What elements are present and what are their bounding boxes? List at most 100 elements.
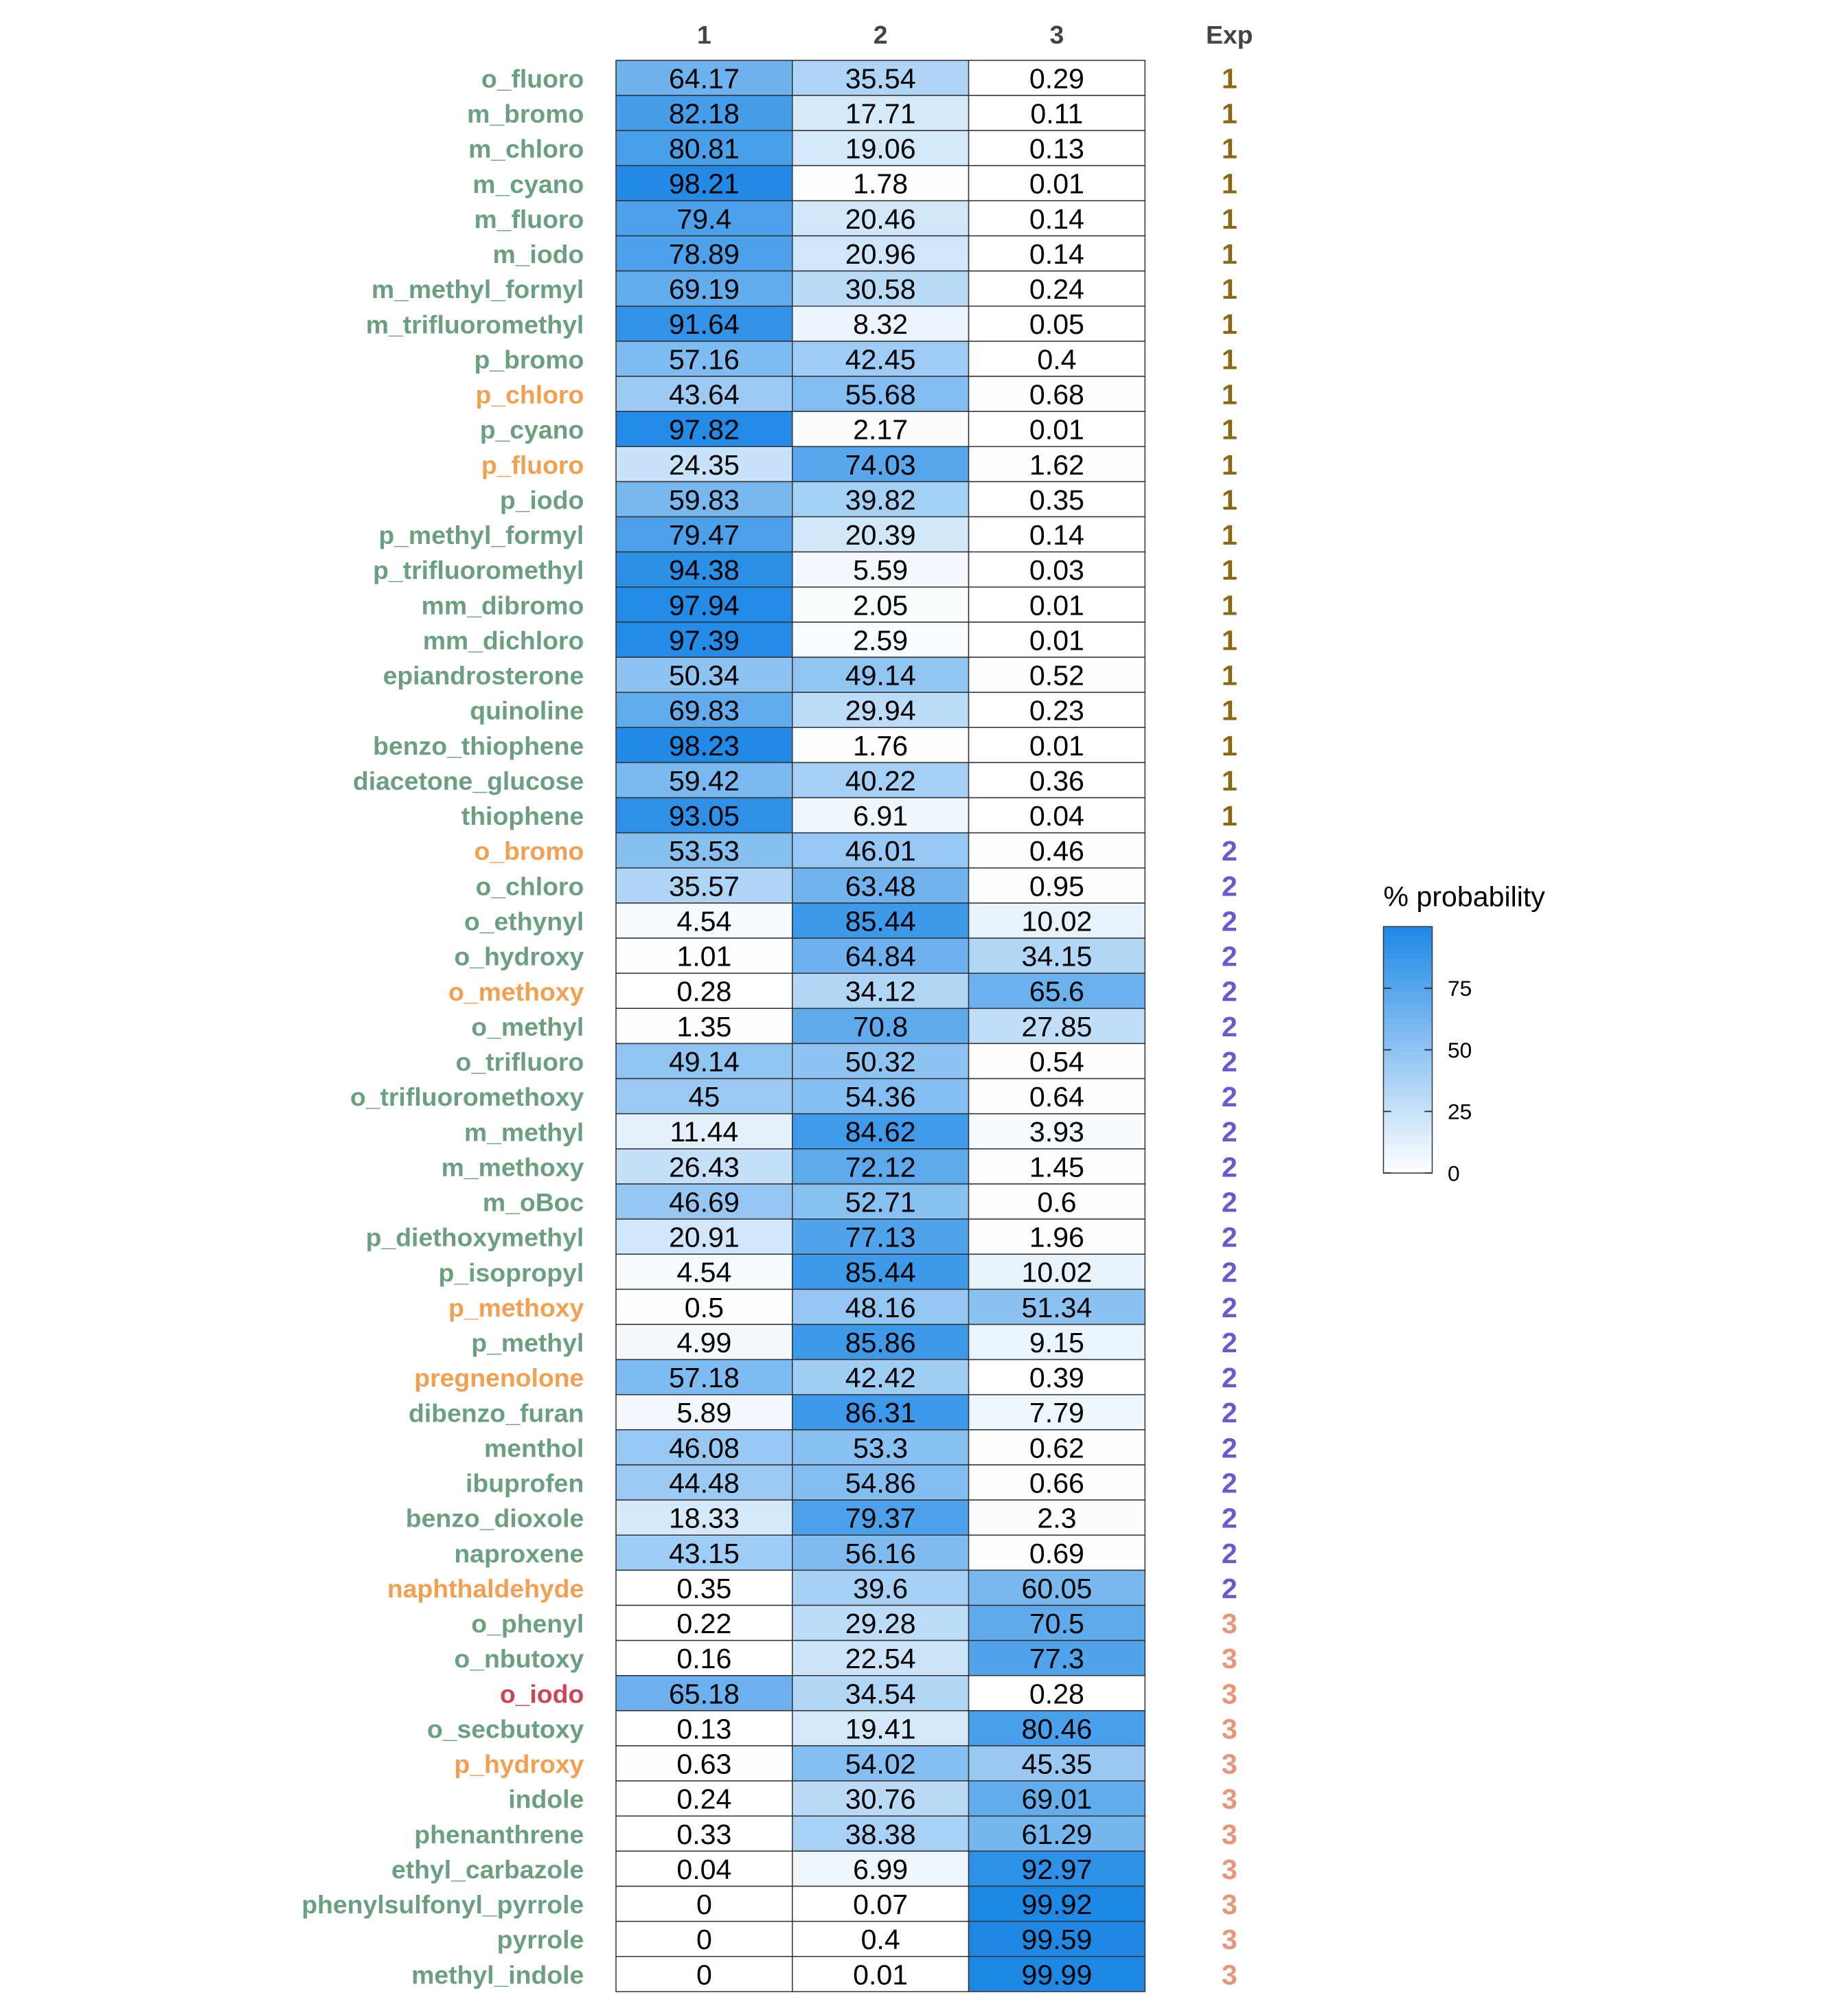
cell-value-label: 49.14 <box>669 1046 740 1078</box>
heatmap-cell <box>968 305 1146 342</box>
heatmap-cell <box>615 692 793 729</box>
cell-value-label: 84.62 <box>845 1116 916 1148</box>
heatmap-cell <box>615 551 793 588</box>
cell-value-label: 55.68 <box>845 379 916 411</box>
row-label: o_nbutoxy <box>454 1644 584 1673</box>
exp-value-label: 3 <box>1222 1678 1237 1709</box>
cell-value-label: 69.83 <box>669 695 740 727</box>
cell-value-label: 99.92 <box>1021 1889 1092 1920</box>
exp-value-label: 1 <box>1222 589 1237 621</box>
row-label: p_trifluoromethyl <box>373 556 584 584</box>
heatmap-cell <box>968 972 1146 1010</box>
exp-value-label: 1 <box>1222 449 1237 481</box>
cell-value-label: 49.14 <box>845 660 916 692</box>
cell-value-label: 9.15 <box>1029 1327 1084 1358</box>
cell-value-label: 0.62 <box>1029 1432 1084 1464</box>
heatmap-cell <box>792 1253 970 1290</box>
cell-value-label: 0.24 <box>676 1784 731 1815</box>
row-label: p_methoxy <box>448 1293 584 1322</box>
heatmap-cell <box>792 1815 970 1852</box>
heatmap-cell <box>968 1639 1146 1676</box>
heatmap-cell <box>968 1745 1146 1781</box>
row-label: naphthaldehyde <box>387 1574 584 1603</box>
cell-value-label: 63.48 <box>845 870 916 902</box>
heatmap-cell <box>792 1148 970 1185</box>
cell-value-label: 0.46 <box>1029 835 1084 867</box>
heatmap-cell <box>968 1675 1146 1711</box>
heatmap-cell <box>968 1358 1146 1396</box>
heatmap-cell <box>968 902 1146 939</box>
heatmap-cell <box>792 1956 970 1992</box>
cell-value-label: 0.33 <box>676 1819 731 1850</box>
cell-value-label: 2.05 <box>853 589 908 621</box>
exp-value-label: 1 <box>1222 379 1237 411</box>
cell-value-label: 92.97 <box>1021 1854 1092 1885</box>
cell-value-label: 86.31 <box>845 1397 916 1428</box>
cell-value-label: 79.37 <box>845 1503 916 1534</box>
cell-value-label: 0 <box>696 1924 712 1955</box>
heatmap-cell <box>968 341 1146 377</box>
heatmap-cell <box>792 587 970 623</box>
exp-value-label: 2 <box>1222 1573 1237 1604</box>
cell-value-label: 0.04 <box>676 1854 731 1885</box>
cell-value-label: 0.11 <box>1030 98 1083 129</box>
cell-value-label: 42.45 <box>845 343 916 375</box>
heatmap-cell <box>615 1043 793 1080</box>
cell-value-label: 0 <box>696 1959 712 1990</box>
heatmap-cell <box>615 235 793 272</box>
heatmap-cell <box>968 1885 1146 1922</box>
cell-value-label: 42.42 <box>845 1362 916 1393</box>
heatmap-cell <box>615 1148 793 1185</box>
exp-value-label: 3 <box>1222 1889 1237 1920</box>
cell-value-label: 22.54 <box>845 1643 916 1674</box>
heatmap-cell <box>615 411 793 447</box>
row-label: o_methyl <box>471 1012 584 1041</box>
heatmap-cell <box>615 1113 793 1150</box>
cell-value-label: 1.96 <box>1029 1222 1084 1253</box>
row-label: o_methoxy <box>448 977 584 1006</box>
cell-value-label: 80.46 <box>1021 1713 1092 1744</box>
cell-value-label: 48.16 <box>845 1292 916 1323</box>
cell-value-label: 82.18 <box>669 98 740 129</box>
heatmap-cell <box>615 305 793 342</box>
row-label: pyrrole <box>497 1925 584 1954</box>
cell-value-label: 65.6 <box>1029 976 1084 1008</box>
row-label: o_trifluoromethoxy <box>350 1082 584 1111</box>
cell-value-label: 0.24 <box>1029 273 1084 305</box>
heatmap-cell <box>615 1745 793 1781</box>
cell-value-label: 40.22 <box>845 765 916 797</box>
cell-value-label: 65.18 <box>669 1678 740 1709</box>
row-label: naproxene <box>454 1539 584 1568</box>
legend-color-bar <box>1382 926 1433 1174</box>
row-label: ibuprofen <box>466 1469 584 1498</box>
cell-value-label: 0 <box>696 1889 712 1920</box>
heatmap-cell <box>968 1183 1146 1220</box>
row-label: p_fluoro <box>481 451 584 479</box>
row-label: m_methyl_formyl <box>372 275 584 304</box>
row-label: o_fluoro <box>481 64 584 93</box>
exp-value-label: 2 <box>1222 1327 1237 1358</box>
cell-value-label: 53.53 <box>669 835 740 867</box>
column-header-3: 3 <box>1050 21 1064 49</box>
heatmap-cell <box>968 481 1146 518</box>
heatmap-cell <box>968 1008 1146 1045</box>
cell-value-label: 0.35 <box>676 1573 731 1604</box>
row-label: quinoline <box>470 696 584 725</box>
cell-value-label: 0.01 <box>1029 624 1084 656</box>
cell-value-label: 77.3 <box>1029 1643 1084 1674</box>
heatmap-cell <box>615 1393 793 1431</box>
heatmap-cell <box>792 305 970 342</box>
cell-value-label: 0.52 <box>1029 660 1084 692</box>
exp-value-label: 2 <box>1222 1362 1237 1393</box>
heatmap-cell <box>615 1429 793 1466</box>
cell-value-label: 18.33 <box>669 1503 740 1534</box>
cell-value-label: 97.94 <box>669 589 740 621</box>
heatmap-cell <box>615 1008 793 1045</box>
row-label: m_trifluoromethyl <box>366 310 584 339</box>
cell-value-label: 0.14 <box>1029 238 1084 270</box>
heatmap-cell <box>792 657 970 693</box>
cell-value-label: 43.64 <box>669 379 740 411</box>
row-label: p_chloro <box>476 380 584 409</box>
heatmap-cell <box>792 1920 970 1957</box>
cell-value-label: 99.59 <box>1021 1924 1092 1955</box>
